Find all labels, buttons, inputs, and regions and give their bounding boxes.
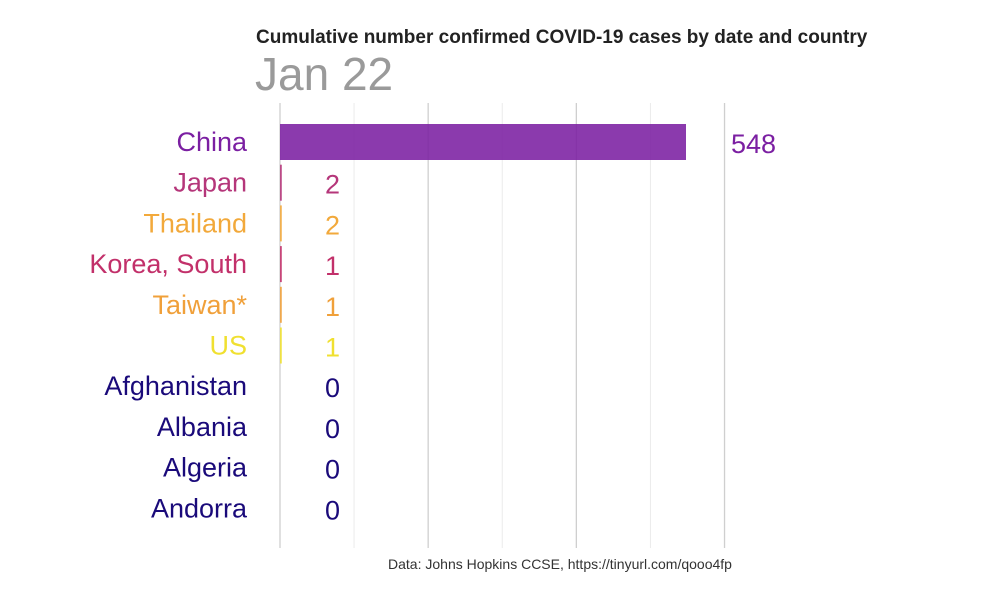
bar-layer (280, 124, 686, 364)
grid-layer (279, 103, 726, 548)
value-label: 0 (325, 414, 340, 444)
bar-japan (280, 164, 282, 201)
label-layer: China 548 Japan 2 Thailand 2 Korea, South 1 Taiw… (89, 127, 776, 525)
value-label: 548 (731, 129, 776, 159)
category-label: Algeria (163, 453, 248, 483)
category-label: China (176, 127, 248, 157)
category-label: US (209, 331, 247, 361)
category-label: Thailand (143, 208, 247, 238)
bar-us (280, 327, 282, 364)
value-label: 1 (325, 251, 340, 281)
category-label: Korea, South (89, 249, 247, 279)
category-label: Taiwan* (152, 290, 247, 320)
value-label: 0 (325, 495, 340, 525)
chart-title: Cumulative number confirmed COVID-19 cas… (256, 27, 868, 48)
chart-subtitle: Jan 22 (255, 48, 393, 100)
value-label: 2 (325, 170, 340, 200)
value-label: 0 (325, 455, 340, 485)
bar-china (280, 124, 686, 160)
category-label: Albania (157, 412, 248, 442)
value-label: 1 (325, 333, 340, 363)
bar-taiwan (280, 286, 282, 323)
chart-caption: Data: Johns Hopkins CCSE, https://tinyur… (388, 556, 732, 572)
value-label: 0 (325, 373, 340, 403)
category-label: Andorra (151, 493, 248, 523)
value-label: 2 (325, 210, 340, 240)
category-label: Japan (173, 168, 247, 198)
bar-korea-south (280, 246, 282, 283)
bar-thailand (280, 205, 282, 242)
value-label: 1 (325, 292, 340, 322)
category-label: Afghanistan (104, 371, 247, 401)
